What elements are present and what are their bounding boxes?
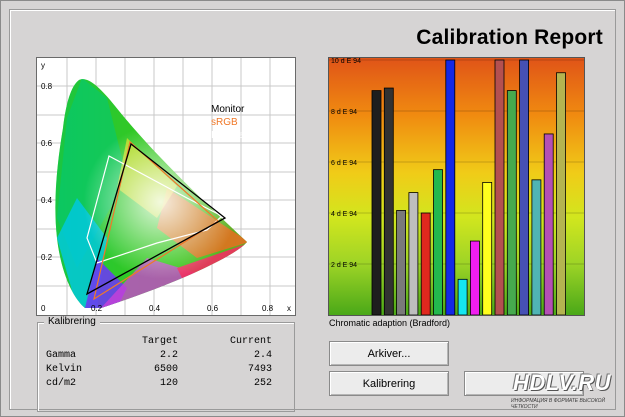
bar [494, 59, 505, 316]
row-label: Kelvin [46, 364, 83, 375]
delta-e-chart: 2 d E 94 4 d E 94 6 d E 94 8 d E 94 10 d E 9… [328, 57, 585, 316]
row-label: cd/m2 [46, 378, 77, 389]
bar [457, 278, 468, 316]
delta-e-chart-svg: 2 d E 94 4 d E 94 6 d E 94 8 d E 94 10 d E 9… [329, 58, 584, 316]
chart-background [329, 58, 584, 315]
arkiver-button[interactable]: Arkiver... [329, 341, 449, 366]
bar [445, 59, 456, 316]
watermark-text: HDLV.RU [513, 370, 612, 395]
report-panel [9, 9, 616, 410]
x-axis-label: x [287, 304, 291, 313]
row-target: 120 [159, 378, 178, 389]
y-tick-08: 0.8 [41, 82, 53, 91]
row-label: Gamma [46, 350, 77, 361]
row-target: 2.2 [159, 350, 178, 361]
chart-bars [371, 59, 566, 316]
kalibrering-table: Target Current Gamma 2.2 2.4 Kelvin 6500… [46, 336, 276, 392]
bar [371, 90, 382, 316]
chart-gridlines [329, 59, 584, 265]
bar [543, 133, 554, 316]
bar [469, 240, 480, 316]
bar [383, 87, 394, 316]
bar [519, 59, 530, 316]
x-tick-02: 0.2 [91, 304, 103, 313]
legend-isocoated: ISOcoated [211, 130, 258, 141]
row-current: 252 [253, 378, 272, 389]
table-row: Gamma 2.2 2.4 [46, 350, 276, 364]
x-tick-08: 0.8 [262, 304, 274, 313]
x-tick-04: 0.4 [149, 304, 161, 313]
legend-monitor: Monitor [211, 104, 245, 115]
chart-caption: Chromatic adaption (Bradford) [329, 318, 451, 328]
y-tick-label: 2 d E 94 [331, 262, 357, 269]
watermark-subtitle: ИНФОРМАЦИЯ В ФОРМАТЕ ВЫСОКОЙ ЧЕТКОСТИ [511, 398, 606, 410]
y-tick-label: 4 d E 94 [331, 211, 357, 218]
legend-srgb: sRGB [211, 117, 238, 128]
table-header-target: Target [141, 336, 178, 347]
kalibrering-group-title: Kalibrering [44, 316, 100, 327]
cie-diagram: Monitor sRGB ISOcoated y x 0.8 0.6 0.4 0… [36, 57, 296, 316]
y-tick-label: 6 d E 94 [331, 160, 357, 167]
chart-y-labels: 2 d E 94 4 d E 94 6 d E 94 8 d E 94 10 d E 9… [331, 58, 361, 269]
row-current: 7493 [247, 364, 272, 375]
y-tick-label: 10 d E 94 [331, 58, 361, 65]
row-target: 6500 [153, 364, 178, 375]
y-tick-label: 8 d E 94 [331, 109, 357, 116]
table-header-current: Current [229, 336, 272, 347]
y-tick-02: 0.2 [41, 253, 53, 262]
page-title: Calibration Report [416, 26, 603, 49]
table-row: cd/m2 120 252 [46, 378, 276, 392]
srgb-gamut [93, 140, 219, 301]
kalibrering-button[interactable]: Kalibrering [329, 371, 449, 396]
cie-diagram-svg: Monitor sRGB ISOcoated y x 0.8 0.6 0.4 0… [37, 58, 295, 315]
isocoated-gamut [86, 155, 224, 264]
y-tick-04: 0.4 [41, 196, 53, 205]
bar [506, 90, 517, 316]
bar [433, 169, 443, 316]
bar [420, 212, 431, 316]
bar [531, 179, 542, 316]
bar [556, 72, 566, 316]
bar [396, 210, 406, 316]
y-axis-label: y [41, 61, 45, 70]
bar [408, 192, 419, 316]
kalibrering-group [37, 322, 295, 412]
monitor-gamut [85, 142, 227, 296]
y-tick-06: 0.6 [41, 139, 53, 148]
blank-button[interactable] [464, 371, 584, 396]
watermark-logo: HDLV.RU ИНФОРМАЦИЯ В ФОРМАТЕ ВЫСОКОЙ ЧЕТ… [505, 368, 617, 410]
x-tick-06: 0.6 [207, 304, 219, 313]
row-current: 2.4 [253, 350, 272, 361]
table-header-row: Target Current [46, 336, 276, 350]
x-tick-0: 0 [41, 304, 46, 313]
table-row: Kelvin 6500 7493 [46, 364, 276, 378]
bar [482, 182, 493, 316]
